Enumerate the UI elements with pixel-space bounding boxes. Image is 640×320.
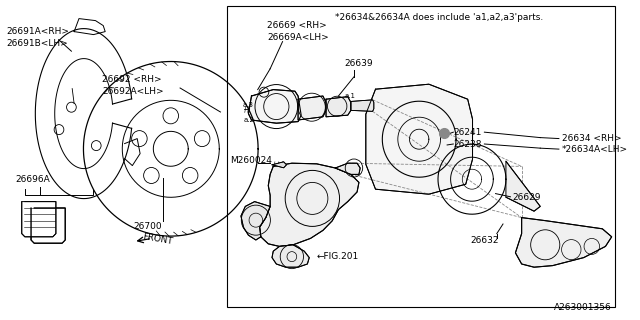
Polygon shape (366, 84, 472, 194)
Text: 26691A<RH>: 26691A<RH> (6, 27, 69, 36)
Polygon shape (260, 163, 359, 246)
Polygon shape (335, 163, 360, 174)
Text: a.1: a.1 (345, 92, 356, 99)
Polygon shape (326, 97, 351, 117)
Polygon shape (31, 208, 65, 243)
Polygon shape (351, 100, 374, 111)
Text: 26669 <RH>: 26669 <RH> (267, 21, 327, 30)
Text: 26634 <RH>: 26634 <RH> (562, 134, 621, 143)
Text: 26700: 26700 (134, 222, 162, 231)
Polygon shape (298, 96, 326, 120)
Polygon shape (272, 162, 287, 168)
Polygon shape (506, 161, 540, 211)
Text: 26669A<LH>: 26669A<LH> (267, 33, 329, 42)
Polygon shape (241, 202, 270, 240)
Bar (227, 6, 615, 307)
Text: a.2: a.2 (244, 117, 255, 123)
Polygon shape (22, 202, 56, 237)
Text: 26691B<LH>: 26691B<LH> (6, 39, 68, 48)
Text: ←FIG.201: ←FIG.201 (317, 252, 359, 261)
Text: *26634A<LH>: *26634A<LH> (562, 145, 628, 154)
Text: 26241: 26241 (453, 128, 482, 137)
Text: 26692 <RH>: 26692 <RH> (102, 75, 162, 84)
Text: 26629: 26629 (513, 193, 541, 202)
Polygon shape (272, 245, 309, 267)
Text: 26238: 26238 (453, 140, 482, 148)
Text: a.3: a.3 (242, 102, 253, 108)
Text: FRONT: FRONT (141, 232, 173, 246)
Text: A263001356: A263001356 (554, 303, 612, 312)
Text: 26692A<LH>: 26692A<LH> (102, 87, 164, 96)
Text: *26634&26634A does include 'a1,a2,a3'parts.: *26634&26634A does include 'a1,a2,a3'par… (335, 13, 543, 22)
Text: 26696A: 26696A (15, 175, 51, 184)
Text: 26639: 26639 (345, 59, 373, 68)
Text: M260024: M260024 (230, 156, 271, 165)
Polygon shape (515, 218, 612, 267)
Text: 26632: 26632 (470, 236, 499, 245)
Polygon shape (248, 90, 301, 123)
